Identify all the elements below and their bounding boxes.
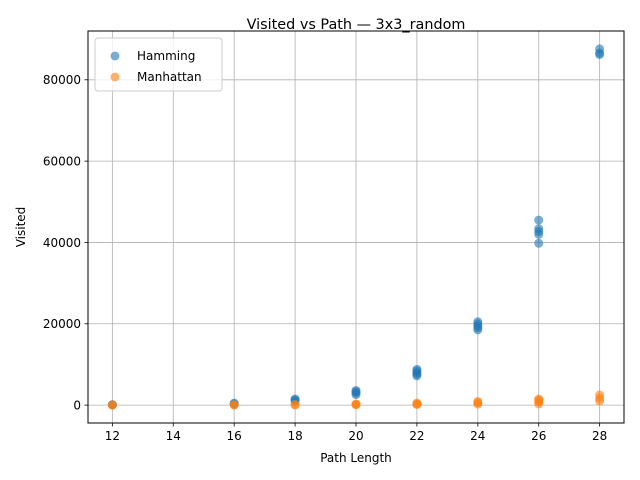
x-tick-label: 26 bbox=[531, 429, 546, 443]
legend-marker-manhattan bbox=[110, 72, 120, 82]
point-hamming bbox=[473, 317, 483, 327]
legend-label-hamming: Hamming bbox=[137, 49, 195, 63]
legend-marker-hamming bbox=[110, 51, 120, 61]
x-tick-label: 24 bbox=[470, 429, 485, 443]
legend-box bbox=[94, 37, 223, 92]
point-hamming bbox=[412, 364, 422, 374]
x-tick-label: 28 bbox=[592, 429, 607, 443]
point-manhattan bbox=[473, 396, 483, 406]
x-tick-label: 14 bbox=[166, 429, 181, 443]
point-manhattan bbox=[107, 400, 117, 410]
x-axis-label: Path Length bbox=[320, 451, 392, 465]
point-manhattan bbox=[229, 400, 239, 410]
legend: Hamming Manhattan bbox=[94, 37, 223, 92]
y-tick-label: 40000 bbox=[43, 236, 81, 250]
y-tick-label: 60000 bbox=[43, 154, 81, 168]
x-tick-label: 20 bbox=[348, 429, 363, 443]
point-hamming bbox=[595, 44, 605, 54]
data-points bbox=[107, 44, 605, 410]
x-tick-label: 18 bbox=[287, 429, 302, 443]
x-tick-label: 16 bbox=[227, 429, 242, 443]
point-hamming bbox=[534, 215, 544, 225]
axis-ticks: 12 14 16 18 20 22 24 26 28 0 20000 40000 60000 80000 bbox=[43, 73, 607, 443]
point-manhattan bbox=[595, 390, 605, 400]
point-hamming bbox=[534, 224, 544, 234]
y-tick-label: 20000 bbox=[43, 317, 81, 331]
x-tick-label: 12 bbox=[105, 429, 120, 443]
y-tick-label: 80000 bbox=[43, 73, 81, 87]
x-tick-label: 22 bbox=[409, 429, 424, 443]
y-axis-label: Visited bbox=[14, 207, 28, 248]
legend-label-manhattan: Manhattan bbox=[137, 70, 202, 84]
point-manhattan bbox=[534, 394, 544, 404]
point-manhattan bbox=[290, 400, 300, 410]
point-hamming bbox=[534, 238, 544, 248]
point-manhattan bbox=[351, 399, 361, 409]
point-manhattan bbox=[412, 398, 422, 408]
y-tick-label: 0 bbox=[73, 398, 81, 412]
chart-title: Visited vs Path — 3x3_random bbox=[247, 17, 466, 33]
point-hamming bbox=[351, 385, 361, 395]
